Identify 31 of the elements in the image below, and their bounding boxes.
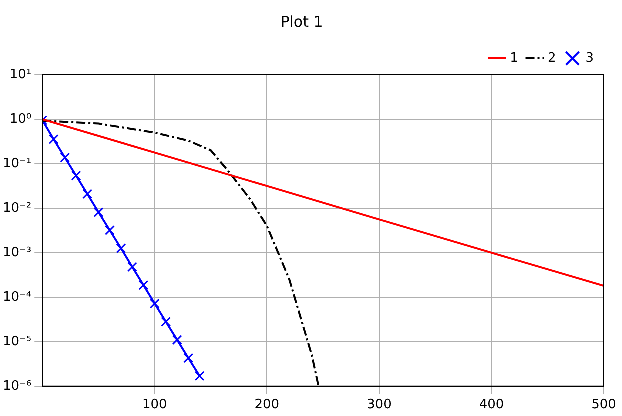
- point: [104, 225, 115, 236]
- y-tick-label: 10⁻⁴: [2, 290, 32, 305]
- x-tick-label: 100: [142, 398, 168, 413]
- point: [138, 280, 149, 290]
- y-tick-label: 10⁰: [10, 112, 32, 127]
- y-tick-label: 10⁻²: [2, 200, 32, 216]
- y-tick-label: 10⁻⁶: [2, 378, 32, 394]
- point: [48, 134, 59, 144]
- chart-title: Plot 1: [280, 12, 324, 31]
- x-tick-label: 400: [479, 398, 504, 413]
- y-tick-label: 10⁻¹: [2, 156, 32, 172]
- y-tick-label: 10¹: [10, 67, 32, 82]
- legend-label: 3: [586, 50, 594, 66]
- x-tick-label: 500: [592, 398, 616, 413]
- legend-label: 1: [510, 50, 518, 66]
- point: [172, 335, 182, 346]
- point: [150, 298, 160, 309]
- point: [60, 152, 70, 163]
- point: [116, 243, 126, 254]
- point: [184, 353, 194, 364]
- y-tick-label: 10⁻³: [2, 245, 32, 260]
- point: [161, 317, 172, 328]
- x-tick-label: 200: [254, 398, 280, 413]
- point: [71, 170, 82, 181]
- legend-label: 2: [548, 50, 556, 66]
- point: [127, 262, 138, 272]
- point: [94, 208, 104, 218]
- x-tick-label: 300: [367, 398, 392, 413]
- y-tick-label: 10⁻⁵: [2, 334, 32, 350]
- point: [194, 371, 205, 382]
- point: [82, 189, 93, 200]
